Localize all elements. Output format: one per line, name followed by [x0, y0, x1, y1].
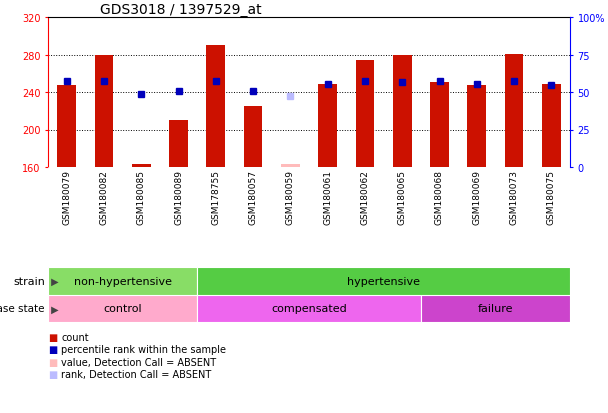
Text: GSM180057: GSM180057 [249, 170, 258, 224]
Text: ■: ■ [48, 344, 57, 355]
Text: disease state: disease state [0, 304, 45, 314]
Bar [95, 55, 113, 168]
Bar [207, 46, 225, 168]
Text: GSM180059: GSM180059 [286, 170, 295, 224]
Text: GSM180062: GSM180062 [361, 170, 370, 224]
Text: GSM180073: GSM180073 [510, 170, 519, 224]
Text: percentile rank within the sample: percentile rank within the sample [61, 344, 226, 355]
Text: GSM180075: GSM180075 [547, 170, 556, 224]
Text: GDS3018 / 1397529_at: GDS3018 / 1397529_at [100, 3, 262, 17]
Bar [197, 267, 570, 295]
Bar [169, 121, 188, 168]
Text: hypertensive: hypertensive [347, 276, 420, 286]
Bar [421, 295, 570, 322]
Text: failure: failure [478, 304, 513, 314]
Text: GSM180065: GSM180065 [398, 170, 407, 224]
Bar [393, 55, 412, 168]
Bar [319, 84, 337, 168]
Bar [48, 267, 197, 295]
Bar [57, 85, 76, 168]
Text: GSM180085: GSM180085 [137, 170, 146, 224]
Bar [505, 55, 523, 168]
Text: GSM180069: GSM180069 [472, 170, 482, 224]
Bar [356, 61, 375, 168]
Bar [48, 295, 197, 322]
Bar [244, 107, 263, 168]
Text: ▶: ▶ [48, 304, 58, 314]
Text: ▶: ▶ [48, 276, 58, 286]
Text: GSM180061: GSM180061 [323, 170, 332, 224]
Text: ■: ■ [48, 357, 57, 367]
Text: strain: strain [13, 276, 45, 286]
Text: ■: ■ [48, 369, 57, 380]
Text: GSM178755: GSM178755 [212, 170, 220, 224]
Text: GSM180079: GSM180079 [62, 170, 71, 224]
Text: compensated: compensated [271, 304, 347, 314]
Text: GSM180089: GSM180089 [174, 170, 183, 224]
Text: rank, Detection Call = ABSENT: rank, Detection Call = ABSENT [61, 369, 212, 380]
Text: ■: ■ [48, 332, 57, 342]
Bar [281, 165, 300, 168]
Bar [430, 83, 449, 168]
Bar [468, 85, 486, 168]
Text: non-hypertensive: non-hypertensive [74, 276, 171, 286]
Bar [542, 84, 561, 168]
Bar [197, 295, 421, 322]
Text: GSM180068: GSM180068 [435, 170, 444, 224]
Bar [132, 165, 151, 168]
Text: value, Detection Call = ABSENT: value, Detection Call = ABSENT [61, 357, 216, 367]
Text: control: control [103, 304, 142, 314]
Text: count: count [61, 332, 89, 342]
Text: GSM180082: GSM180082 [100, 170, 108, 224]
